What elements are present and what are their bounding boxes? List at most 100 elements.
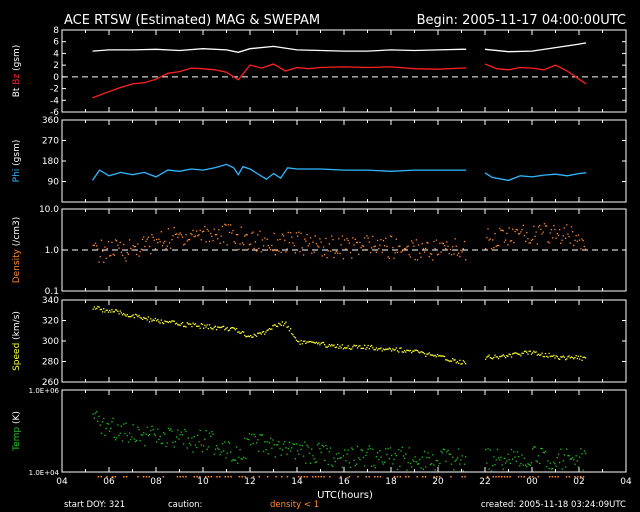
data-point [194,323,197,325]
data-point [147,434,150,437]
data-point [300,340,302,342]
data-point [141,238,144,240]
data-point [307,341,309,343]
data-point [520,231,522,233]
data-point [234,242,236,244]
y-tick-label: 270 [42,137,59,147]
caution-mark [509,476,511,478]
data-point [210,232,212,235]
data-point [560,242,562,244]
data-point [280,454,282,456]
data-point [250,334,252,337]
data-point [403,350,406,352]
data-point [259,434,261,436]
data-point [327,250,329,252]
data-point [328,343,330,346]
data-point [198,234,200,236]
data-point [178,438,180,440]
caution-mark [286,476,289,478]
x-tick-label: 14 [291,477,303,487]
data-point [533,446,535,448]
data-point [204,324,206,327]
caution-mark [554,476,557,478]
y-tick-label: 280 [42,358,59,368]
data-point [341,466,343,468]
data-point [98,415,100,417]
data-point [372,448,374,450]
data-point [141,318,144,320]
data-point [346,453,348,455]
data-point [281,321,283,323]
data-point [319,448,321,450]
data-point [241,331,244,333]
data-point [367,344,369,347]
data-point [439,242,441,244]
data-point [540,354,542,356]
data-point [180,234,182,236]
data-point [337,458,339,460]
data-point [554,463,556,465]
data-point [382,240,385,242]
data-point [540,447,542,450]
data-point [123,243,125,246]
data-point [425,247,427,250]
data-point [366,346,368,349]
data-point [138,429,140,431]
data-point [275,250,278,252]
data-point [352,346,354,348]
caution-mark [210,476,212,478]
data-point [215,445,218,447]
data-point [356,445,359,447]
data-point [170,247,172,249]
data-point [333,457,335,459]
data-point [233,241,235,243]
data-point [435,459,437,461]
data-point [302,340,305,342]
data-point [552,355,554,357]
data-point [265,449,267,451]
data-point [412,459,414,461]
data-point [221,443,224,445]
data-point [500,355,502,358]
data-point [319,344,321,346]
data-point [107,311,110,313]
data-point [452,456,454,458]
data-point [194,444,197,446]
data-point [244,235,246,237]
data-point [163,322,165,325]
data-point [438,253,440,255]
data-point [313,251,315,253]
data-point [519,353,521,356]
data-point [493,247,495,249]
caution-mark [306,476,308,478]
data-point [435,356,437,358]
data-point [530,239,533,242]
caution-mark [207,476,210,478]
data-point [445,248,447,250]
data-point [399,465,401,467]
data-point [176,322,178,324]
caution-mark [405,476,407,478]
data-point [168,429,171,431]
data-point [401,250,403,252]
data-point [406,349,408,351]
data-point [427,242,429,244]
caution-mark [548,476,551,478]
data-point [366,235,368,237]
data-point [528,242,530,244]
data-point [577,234,580,236]
data-point [361,347,363,349]
data-point [231,460,233,462]
data-point [199,229,201,231]
data-point [308,452,311,454]
data-point [160,319,162,321]
y-tick-label: -4 [50,96,59,106]
data-point [272,439,274,441]
data-point [413,460,415,463]
data-point [240,332,242,334]
data-point [358,345,360,347]
data-point [297,235,299,237]
data-point [542,451,544,454]
data-point [465,363,467,365]
data-point [97,420,99,422]
